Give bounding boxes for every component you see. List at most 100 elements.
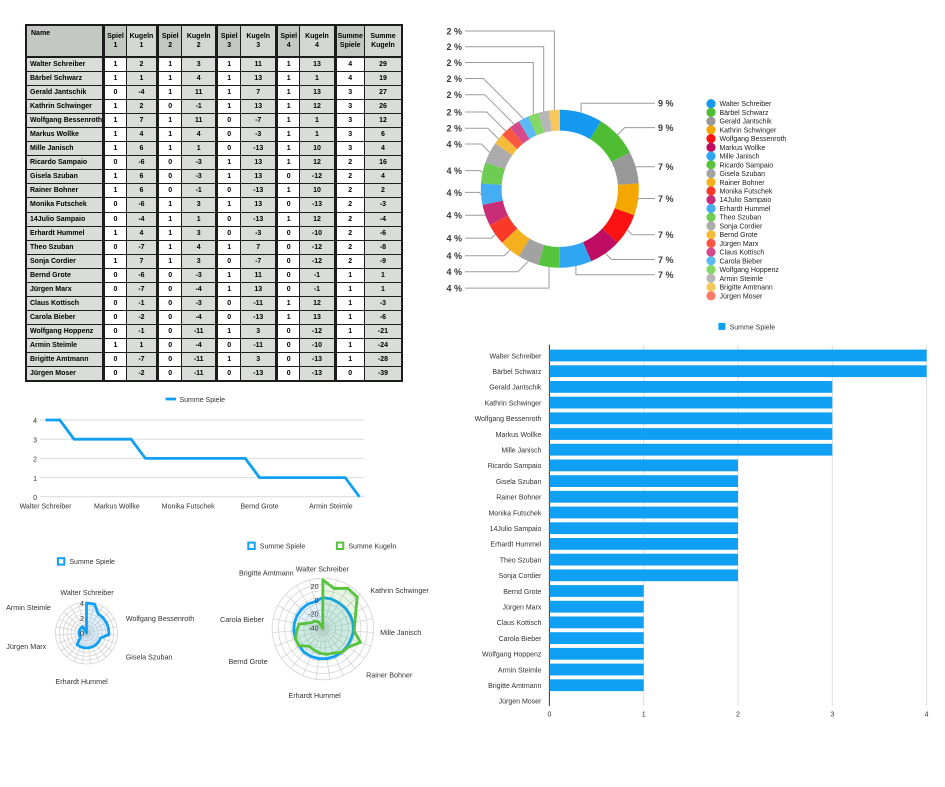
svg-text:Bernd Grote: Bernd Grote [241,504,279,511]
svg-text:Carola Bieber: Carola Bieber [720,258,763,265]
svg-text:4 %: 4 % [446,188,462,198]
svg-text:9 %: 9 % [658,123,674,133]
svg-text:Kathrin Schwinger: Kathrin Schwinger [485,400,542,407]
svg-text:Kathrin Schwinger: Kathrin Schwinger [720,127,777,134]
svg-text:Carola Bieber: Carola Bieber [220,615,265,624]
svg-text:0: 0 [80,629,84,638]
svg-text:2: 2 [80,614,84,623]
svg-text:7 %: 7 % [658,230,674,240]
svg-text:Erhardt Hummel: Erhardt Hummel [720,206,771,213]
svg-text:0: 0 [547,711,551,718]
svg-text:Bernd Grote: Bernd Grote [720,232,758,239]
svg-text:-40: -40 [308,624,318,633]
svg-text:Rainer Bohner: Rainer Bohner [366,671,413,680]
svg-text:Brigitte Amtmann: Brigitte Amtmann [239,569,294,578]
svg-text:Sonja Cordier: Sonja Cordier [499,573,542,580]
svg-text:14Julio Sampaio: 14Julio Sampaio [720,197,772,204]
svg-text:Markus Wollke: Markus Wollke [720,145,766,152]
svg-text:2 %: 2 % [446,58,462,68]
svg-text:Mille Janisch: Mille Janisch [501,448,541,455]
svg-text:2: 2 [736,711,740,718]
svg-text:2 %: 2 % [446,107,462,117]
svg-text:Markus Wollke: Markus Wollke [496,432,542,439]
svg-text:Brigitte Amtmann: Brigitte Amtmann [488,683,541,690]
svg-text:Rainer Bohner: Rainer Bohner [496,495,542,502]
svg-text:2 %: 2 % [446,74,462,84]
svg-text:Erhardt Hummel: Erhardt Hummel [490,542,541,549]
svg-text:1: 1 [33,476,37,483]
svg-text:20: 20 [311,582,319,591]
svg-text:Erhardt Hummel: Erhardt Hummel [288,691,341,700]
svg-text:4 %: 4 % [446,267,462,277]
svg-text:7 %: 7 % [658,255,674,265]
svg-text:Monika Futschek: Monika Futschek [488,510,541,517]
svg-text:0: 0 [33,495,37,502]
svg-text:4: 4 [925,711,929,718]
svg-text:Walter Schreiber: Walter Schreiber [720,101,773,108]
svg-text:Monika Futschek: Monika Futschek [162,504,215,511]
svg-text:Walter Schreiber: Walter Schreiber [296,564,350,573]
svg-text:7 %: 7 % [658,194,674,204]
svg-text:Bärbel Schwarz: Bärbel Schwarz [720,110,770,117]
svg-text:Bernd Grote: Bernd Grote [503,589,541,596]
svg-text:Walter Schreiber: Walter Schreiber [20,504,73,511]
svg-text:Gerald Jantschik: Gerald Jantschik [720,119,773,126]
svg-text:Wolfgang Hoppenz: Wolfgang Hoppenz [482,652,542,659]
svg-text:Walter Schreiber: Walter Schreiber [490,353,543,360]
svg-text:Bernd Grote: Bernd Grote [228,657,267,666]
svg-text:Gisela Szuban: Gisela Szuban [126,652,173,661]
svg-text:4: 4 [33,418,37,425]
svg-text:1: 1 [642,711,646,718]
svg-text:Monika Futschek: Monika Futschek [720,189,773,196]
svg-text:Markus Wollke: Markus Wollke [94,504,140,511]
svg-text:0: 0 [315,596,319,605]
svg-text:2 %: 2 % [446,26,462,36]
svg-text:4: 4 [80,599,84,608]
svg-text:Armin Steimle: Armin Steimle [309,504,353,511]
svg-text:4 %: 4 % [446,139,462,149]
svg-text:-20: -20 [308,610,318,619]
svg-text:Armin Steimle: Armin Steimle [720,276,764,283]
svg-text:Ricardo Sampaio: Ricardo Sampaio [488,463,542,470]
svg-text:Claus Kottisch: Claus Kottisch [497,620,542,627]
svg-text:Carola Bieber: Carola Bieber [499,636,542,643]
svg-text:2 %: 2 % [446,124,462,134]
svg-text:2 %: 2 % [446,42,462,52]
svg-text:Wolfgang Bessenroth: Wolfgang Bessenroth [475,416,542,423]
svg-text:Jürgen Moser: Jürgen Moser [720,293,763,300]
svg-text:9 %: 9 % [658,99,674,109]
svg-text:4 %: 4 % [446,166,462,176]
svg-text:Wolfgang Bessenroth: Wolfgang Bessenroth [126,614,195,623]
svg-text:Gisela Szuban: Gisela Szuban [720,171,766,178]
svg-text:Summe Kugeln: Summe Kugeln [348,544,396,551]
svg-text:2: 2 [33,457,37,464]
svg-text:Theo Szuban: Theo Szuban [500,557,542,564]
svg-text:Jürgen Marx: Jürgen Marx [6,642,46,651]
svg-text:7 %: 7 % [658,270,674,280]
svg-text:Brigitte Amtmann: Brigitte Amtmann [720,285,773,292]
svg-text:Summe Spiele: Summe Spiele [180,397,226,404]
svg-text:Wolfgang Hoppenz: Wolfgang Hoppenz [720,267,780,274]
svg-text:4 %: 4 % [446,234,462,244]
svg-text:Summe Spiele: Summe Spiele [730,325,776,332]
svg-text:3: 3 [830,711,834,718]
svg-text:Jürgen Marx: Jürgen Marx [720,241,759,248]
svg-text:Erhardt Hummel: Erhardt Hummel [55,677,108,686]
svg-text:Armin Steimle: Armin Steimle [6,603,51,612]
svg-text:Ricardo Sampaio: Ricardo Sampaio [720,162,774,169]
svg-text:Theo Szuban: Theo Szuban [720,215,762,222]
svg-text:Kathrin Schwinger: Kathrin Schwinger [370,586,429,595]
svg-text:Armin Steimle: Armin Steimle [498,667,542,674]
svg-text:Summe Spiele: Summe Spiele [260,544,306,551]
svg-text:3: 3 [33,437,37,444]
svg-text:Gisela Szuban: Gisela Szuban [496,479,542,486]
svg-text:Jürgen Marx: Jürgen Marx [502,605,541,612]
svg-text:Gerald Jantschik: Gerald Jantschik [489,385,542,392]
svg-text:Claus Kottisch: Claus Kottisch [720,250,765,257]
svg-text:7 %: 7 % [658,162,674,172]
svg-text:4 %: 4 % [446,251,462,261]
svg-text:4 %: 4 % [446,211,462,221]
svg-text:Mille Janisch: Mille Janisch [380,628,421,637]
svg-text:Walter Schreiber: Walter Schreiber [60,588,114,597]
svg-text:Wolfgang Bessenroth: Wolfgang Bessenroth [720,136,787,143]
